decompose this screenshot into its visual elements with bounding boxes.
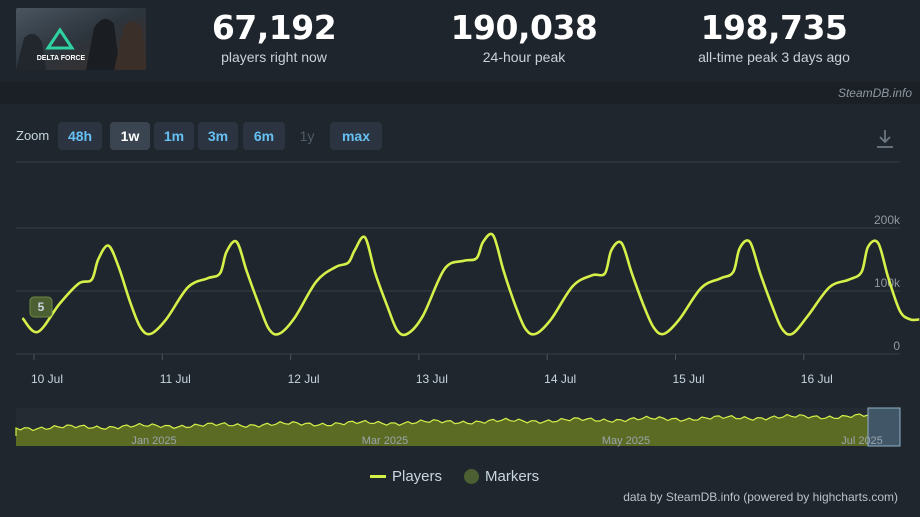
marker-flag[interactable]: 5 bbox=[29, 296, 53, 318]
all-time-peak-label: all-time peak 3 days ago bbox=[698, 49, 850, 65]
stat-24h-peak: 190,038 24-hour peak bbox=[424, 8, 624, 65]
chart-grid bbox=[16, 161, 900, 355]
zoom-1w-button[interactable]: 1w bbox=[110, 122, 150, 150]
zoom-1y-button: 1y bbox=[299, 128, 315, 144]
legend-label-markers: Markers bbox=[485, 467, 540, 485]
zoom-1m-button[interactable]: 1m bbox=[154, 122, 194, 150]
steamdb-credit[interactable]: SteamDB.info bbox=[837, 86, 912, 100]
game-logo-text: DELTA FORCE bbox=[37, 55, 86, 62]
x-tick-label: 12 Jul bbox=[288, 372, 320, 386]
all-time-peak-value: 198,735 bbox=[700, 8, 848, 47]
legend-item-players[interactable]: Players bbox=[370, 466, 442, 486]
series-players-line[interactable] bbox=[21, 232, 920, 337]
stat-players-now: 67,192 players right now bbox=[174, 8, 374, 65]
stats-bar: DELTA FORCE 67,192 players right now 190… bbox=[0, 0, 920, 82]
navigator-tick-label: May 2025 bbox=[602, 435, 650, 447]
download-icon[interactable] bbox=[874, 128, 896, 150]
zoom-3m-button[interactable]: 3m bbox=[198, 122, 238, 150]
navigator-line bbox=[15, 413, 869, 436]
x-tick-label: 16 Jul bbox=[801, 372, 833, 386]
x-tick-label: 14 Jul bbox=[544, 372, 576, 386]
navigator-selection-window[interactable] bbox=[867, 407, 901, 447]
x-axis: 10 Jul 11 Jul 12 Jul 13 Jul 14 Jul 15 Jul 16 J… bbox=[31, 354, 833, 386]
zoom-max-button[interactable]: max bbox=[330, 122, 382, 150]
game-logo-image: DELTA FORCE bbox=[16, 8, 146, 70]
legend-line-icon bbox=[370, 474, 386, 478]
navigator-axis: Jan 2025 Mar 2025 May 2025 Jul 2025 bbox=[131, 435, 882, 447]
navigator-tick-label: Jul 2025 bbox=[841, 435, 883, 447]
legend-item-markers[interactable]: Markers bbox=[464, 466, 539, 486]
zoom-label: Zoom bbox=[16, 128, 50, 143]
y-tick-label: 100k bbox=[874, 276, 901, 290]
peak-24h-value: 190,038 bbox=[450, 8, 598, 47]
navigator-area bbox=[16, 414, 868, 446]
game-thumbnail[interactable]: DELTA FORCE bbox=[16, 8, 146, 70]
footer-credit[interactable]: data by SteamDB.info (powered by highcha… bbox=[623, 490, 898, 504]
x-tick-label: 13 Jul bbox=[416, 372, 448, 386]
stat-all-time-peak: 198,735 all-time peak 3 days ago bbox=[674, 8, 874, 65]
navigator-tick-label: Jan 2025 bbox=[131, 435, 176, 447]
x-tick-label: 11 Jul bbox=[160, 372, 191, 386]
players-now-label: players right now bbox=[221, 49, 327, 65]
y-tick-label: 200k bbox=[874, 213, 901, 227]
zoom-6m-button[interactable]: 6m bbox=[243, 122, 285, 150]
navigator-tick-label: Mar 2025 bbox=[362, 435, 408, 447]
y-tick-label: 0 bbox=[893, 339, 900, 353]
marker-flag-box[interactable] bbox=[29, 296, 53, 318]
legend-dot-icon bbox=[464, 468, 479, 484]
chart-panel bbox=[0, 104, 920, 517]
zoom-48h-button[interactable]: 48h bbox=[58, 122, 102, 150]
navigator[interactable]: Jan 2025 Mar 2025 May 2025 Jul 2025 bbox=[15, 407, 901, 447]
x-tick-label: 10 Jul bbox=[31, 372, 63, 386]
players-now-value: 67,192 bbox=[211, 8, 337, 47]
legend-label-players: Players bbox=[392, 467, 443, 485]
peak-24h-label: 24-hour peak bbox=[482, 49, 566, 65]
y-axis: 0 100k 200k bbox=[874, 213, 901, 353]
marker-flag-label: 5 bbox=[38, 300, 45, 314]
x-tick-label: 15 Jul bbox=[672, 372, 704, 386]
